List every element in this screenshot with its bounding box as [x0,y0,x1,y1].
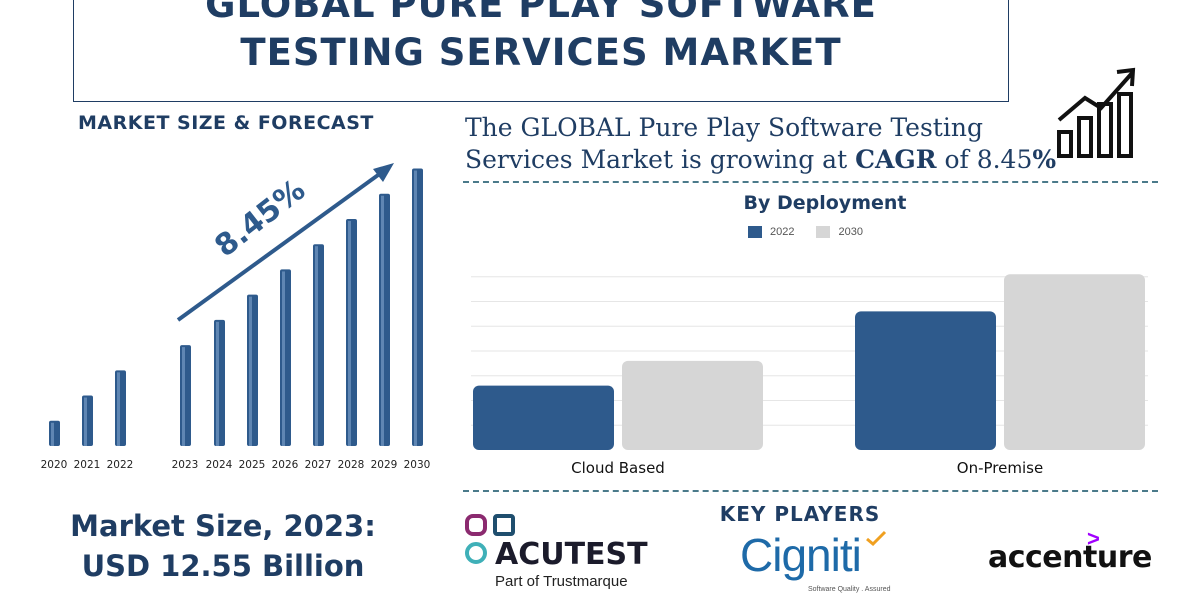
forecast-tick-label: 2020 [41,459,68,471]
forecast-bar-chart: 2020 2021 2022 2023 2024 2025 2026 2027 2028 2029… [41,163,431,471]
forecast-bar-highlight [282,271,285,446]
title-line-2: TESTING SERVICES MARKET [240,31,842,74]
cagr-value: of 8.45 [936,145,1033,174]
acutest-sub: Part of Trustmarque [495,573,628,590]
legend-item-2022: 2022 [748,226,794,238]
acutest-logo: ACUTEST Part of Trustmarque [465,513,665,593]
deployment-bar-chart: Cloud Based On-Premise [471,274,1148,477]
deployment-bar-2022 [473,385,614,450]
deployment-chart-title: By Deployment [743,192,907,214]
key-players-heading: KEY PLAYERS [719,502,881,526]
separator-top [463,181,1158,183]
acutest-name: ACUTEST [495,537,648,572]
cagr-percent: % [1032,145,1057,174]
acutest-mark-icon [465,514,515,564]
deployment-bar-2030 [622,360,763,450]
forecast-tick-label: 2022 [107,459,134,471]
title-line-1: GLOBAL PURE PLAY SOFTWARE [205,0,877,26]
forecast-bar [247,294,258,446]
forecast-tick-label: 2028 [338,459,365,471]
cagr-statement: The GLOBAL Pure Play Software Testing Se… [465,112,1056,176]
forecast-bar [214,319,225,446]
separator-bottom [463,490,1158,492]
trend-arrow-icon [176,168,387,322]
forecast-bar-highlight [414,170,417,446]
forecast-bar [412,168,423,446]
forecast-bar [379,193,390,446]
cagr-line-2: Services Market is growing at CAGR of 8.… [465,144,1056,176]
cagr-prefix: Services Market is growing at [465,145,856,174]
legend-label-2022: 2022 [770,226,795,238]
cigniti-sub: Software Quality . Assured [808,586,891,593]
forecast-bar [346,218,357,446]
forecast-bar-highlight [51,422,54,446]
forecast-tick-label: 2021 [74,459,101,471]
bar-chart-growth-icon [1057,67,1136,158]
legend-swatch-2022 [748,226,762,238]
forecast-bar-highlight [182,347,185,446]
forecast-bar [313,244,324,446]
forecast-bar-highlight [117,372,120,446]
legend-label-2030: 2030 [838,226,863,238]
forecast-bar [280,269,291,446]
forecast-tick-label: 2024 [206,459,233,471]
trend-arrowhead [373,163,394,182]
forecast-bar [49,420,60,446]
forecast-tick-label: 2030 [404,459,431,471]
forecast-tick-label: 2026 [272,459,299,471]
market-size-forecast-heading: MARKET SIZE & FORECAST [78,112,374,134]
cigniti-name: Cigniti [740,529,862,581]
forecast-bar-highlight [249,296,252,446]
accenture-logo: accenture > [988,526,1152,575]
market-size-line-2: USD 12.55 Billion [81,549,365,583]
cagr-line-1: The GLOBAL Pure Play Software Testing [465,113,983,142]
forecast-bar [180,345,191,446]
forecast-tick-label: 2025 [239,459,266,471]
market-size-text: Market Size, 2023: USD 12.55 Billion [38,506,408,586]
forecast-tick-label: 2027 [305,459,332,471]
growth-rate-label: 8.45% [208,173,312,265]
forecast-bar-highlight [315,246,318,446]
cigniti-check-icon [866,530,887,546]
forecast-tick-label: 2029 [371,459,398,471]
forecast-bar-highlight [216,321,219,446]
title-banner: GLOBAL PURE PLAY SOFTWARE TESTING SERVIC… [73,0,1009,102]
legend-swatch-2030 [816,226,831,238]
cagr-bold: CAGR [855,145,937,174]
deployment-category-label: Cloud Based [571,459,665,477]
deployment-bar-2030 [1004,274,1145,450]
forecast-bar [82,395,93,446]
accenture-mark-icon: > [1087,526,1100,551]
market-size-line-1: Market Size, 2023: [70,509,376,543]
forecast-tick-label: 2023 [172,459,199,471]
accenture-name: accenture [988,540,1152,575]
deployment-legend: 2022 2030 [748,226,863,238]
forecast-bar [115,370,126,446]
forecast-bar-highlight [381,195,384,446]
deployment-bar-2022 [855,311,996,450]
cigniti-logo: Cigniti Software Quality . Assured [740,528,920,598]
legend-item-2030: 2030 [816,226,863,238]
forecast-bar-highlight [84,397,87,446]
forecast-bar-highlight [348,220,351,446]
deployment-category-label: On-Premise [957,459,1043,477]
